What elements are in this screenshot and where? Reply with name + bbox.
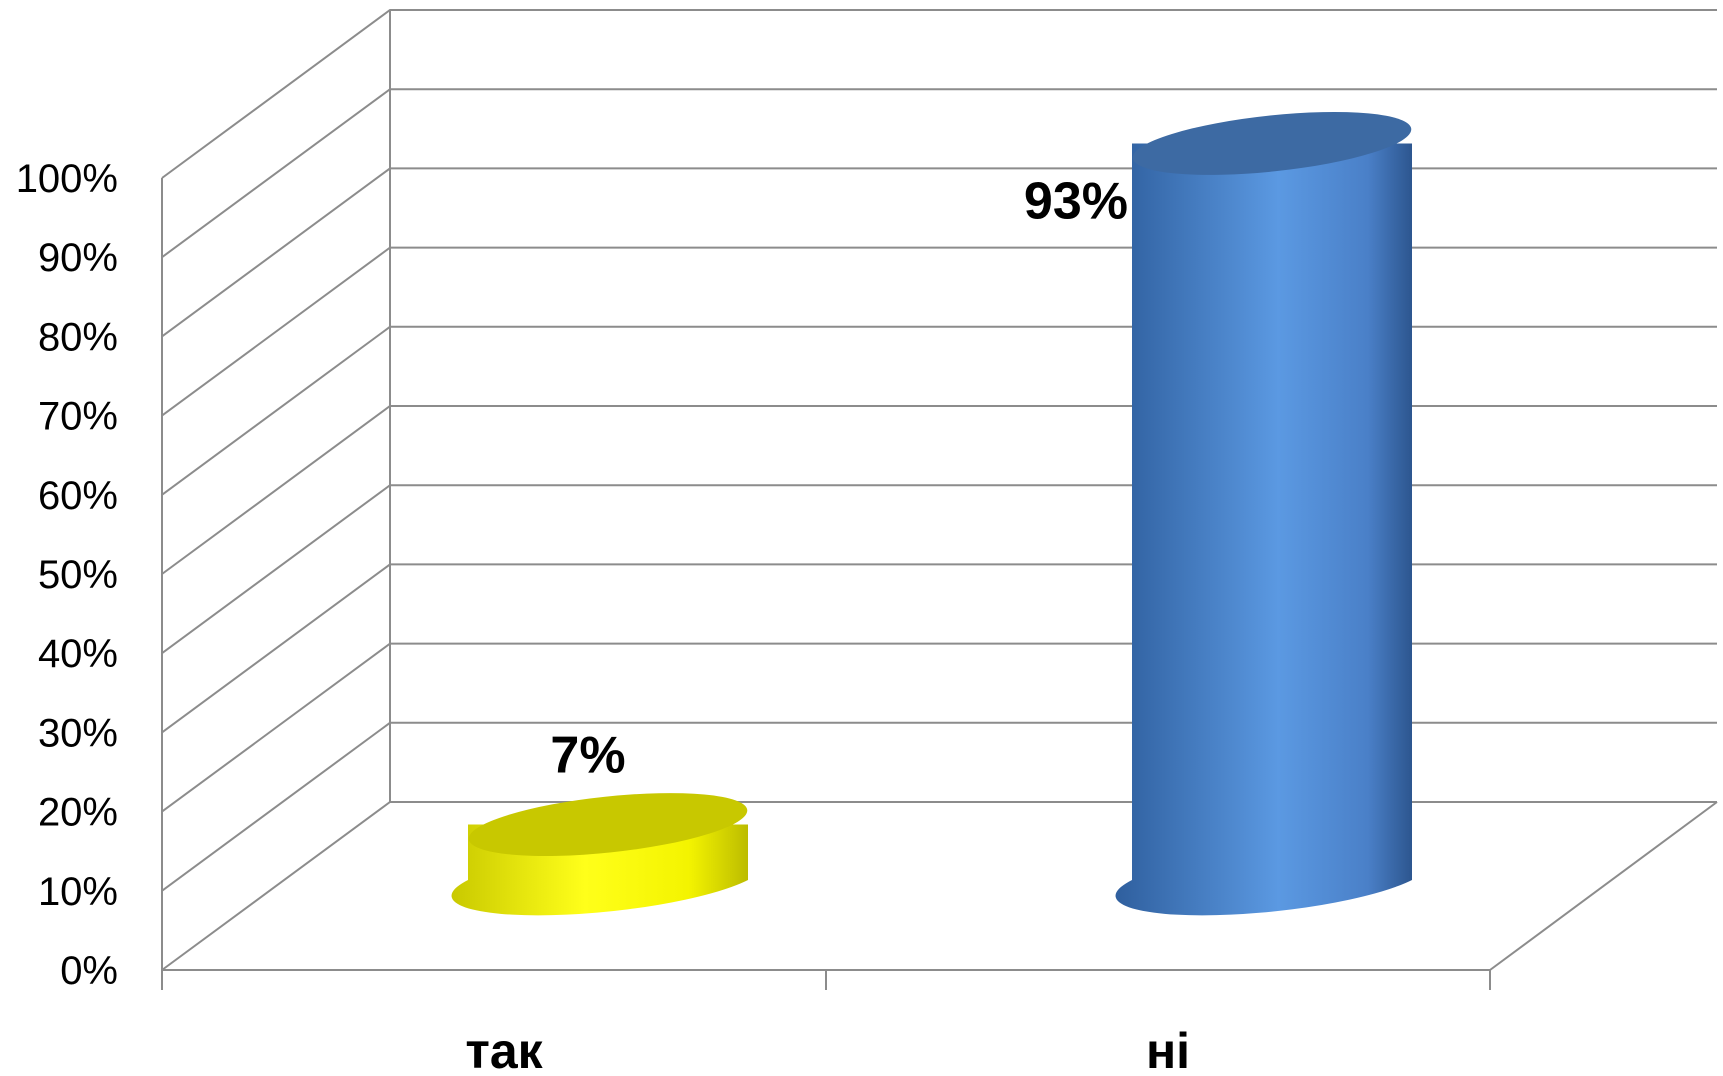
y-tick-label: 60% <box>38 474 118 518</box>
bar-body <box>1115 143 1412 916</box>
bar-1 <box>451 793 748 916</box>
gridline <box>161 325 1717 496</box>
gridline <box>161 484 1717 655</box>
y-tick-label: 10% <box>38 870 118 914</box>
y-tick-label: 90% <box>38 236 118 280</box>
bar-top <box>468 793 748 857</box>
y-tick-label: 40% <box>38 632 118 676</box>
axes: 0% 10% 20% 30% 40% 50% 60% 70% 80% 90% 100% <box>16 157 118 993</box>
bars <box>451 111 1412 916</box>
data-label: 93% <box>1024 172 1128 230</box>
category-label: так <box>465 1023 543 1076</box>
y-tick-label: 80% <box>38 315 118 359</box>
y-tick-label: 0% <box>60 949 118 993</box>
gridline <box>161 167 1717 338</box>
gridline <box>161 563 1717 734</box>
y-tick-label: 100% <box>16 157 118 201</box>
y-tick-label: 30% <box>38 711 118 755</box>
y-tick-label: 70% <box>38 395 118 439</box>
gridline <box>161 9 1717 179</box>
y-tick-label: 50% <box>38 553 118 597</box>
data-label: 7% <box>550 727 625 785</box>
bar-top <box>1132 111 1412 175</box>
gridline <box>161 721 1717 892</box>
gridline <box>161 801 1717 971</box>
gridline <box>161 642 1717 813</box>
labels: 7% так 93% ні <box>465 172 1190 1076</box>
floor-right-edge <box>1489 801 1718 971</box>
gridline <box>161 246 1717 417</box>
y-tick-label: 20% <box>38 791 118 835</box>
category-label: ні <box>1146 1023 1190 1076</box>
gridlines <box>161 9 1718 990</box>
gridline <box>161 405 1717 575</box>
bar-2 <box>1115 111 1412 916</box>
gridline <box>161 88 1717 259</box>
